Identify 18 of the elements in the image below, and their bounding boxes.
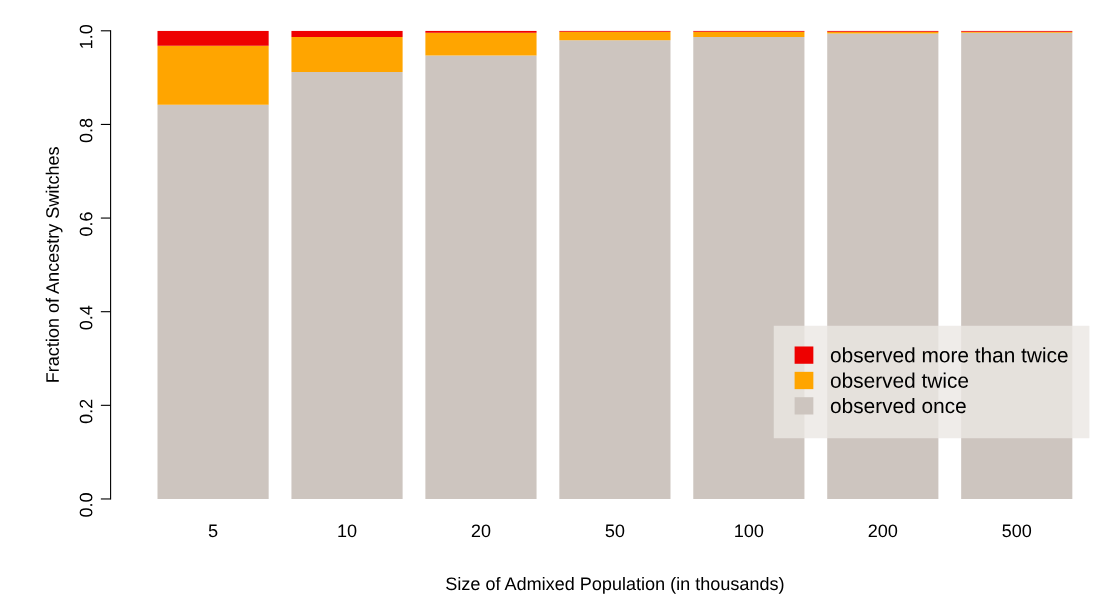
legend-label: observed twice	[830, 372, 969, 388]
y-tick-label: 0.4	[79, 305, 93, 330]
y-axis-title: Fraction of Ancestry Switches	[45, 147, 63, 382]
x-tick-label: 100	[735, 524, 764, 538]
x-tick-label: 500	[1002, 524, 1032, 538]
x-tick-label: 20	[471, 524, 491, 538]
y-tick-label: 0.6	[79, 212, 93, 236]
x-tick-label: 10	[338, 524, 357, 538]
x-axis-title: Size of Admixed Population (in thousands)	[446, 576, 784, 594]
x-tick-label: 200	[868, 524, 898, 538]
x-tick-label: 5	[208, 524, 218, 538]
x-tick-label: 50	[605, 524, 625, 538]
y-tick-label: 1.0	[79, 24, 93, 48]
y-tick-label: 0.0	[79, 493, 93, 517]
legend-label: observed more than twice	[830, 347, 1068, 363]
y-tick-label: 0.8	[79, 118, 93, 143]
legend-label: observed once	[830, 397, 966, 414]
y-tick-label: 0.2	[79, 399, 93, 424]
